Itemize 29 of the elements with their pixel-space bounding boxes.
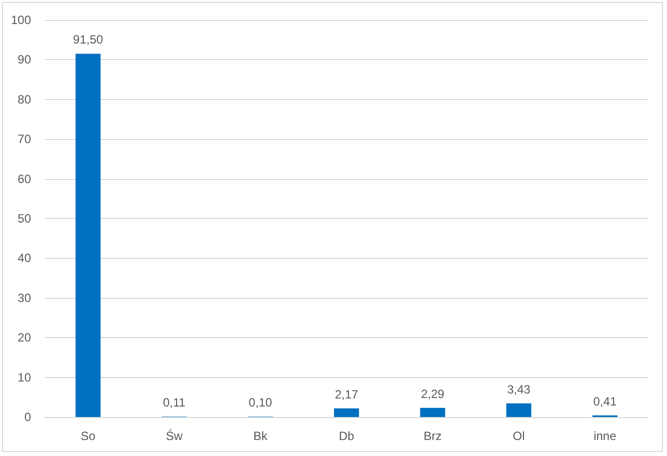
bar — [334, 408, 359, 417]
y-tick-label: 20 — [18, 330, 32, 345]
y-tick-label: 0 — [24, 410, 32, 424]
x-tick-label: Ol — [512, 429, 525, 443]
y-tick-label: 50 — [18, 212, 32, 226]
x-tick-label: So — [80, 429, 96, 443]
y-tick-label: 30 — [18, 290, 32, 305]
data-label: 0,41 — [593, 394, 617, 408]
y-tick-label: 100 — [10, 13, 32, 27]
y-tick-label: 60 — [18, 172, 32, 186]
data-label: 3,43 — [507, 382, 531, 396]
x-tick-label: Brz — [424, 429, 442, 443]
x-tick-label: inne — [594, 429, 617, 443]
y-tick-label: 90 — [18, 52, 32, 67]
x-tick-label: Bk — [253, 429, 268, 443]
y-tick-label: 10 — [18, 370, 32, 384]
bar — [506, 403, 532, 417]
data-label: 91,50 — [73, 32, 104, 47]
data-label: 0,11 — [162, 396, 186, 410]
data-label: 2,17 — [334, 387, 358, 402]
data-label: 0,10 — [248, 396, 272, 410]
y-tick-label: 70 — [18, 132, 32, 146]
y-tick-label: 40 — [18, 251, 32, 266]
y-tick-label: 80 — [18, 92, 32, 106]
bar — [76, 54, 101, 417]
bar — [420, 408, 446, 417]
x-tick-label: Św — [166, 429, 183, 443]
data-label: 2,29 — [420, 386, 445, 401]
x-tick-label: Db — [338, 429, 354, 443]
